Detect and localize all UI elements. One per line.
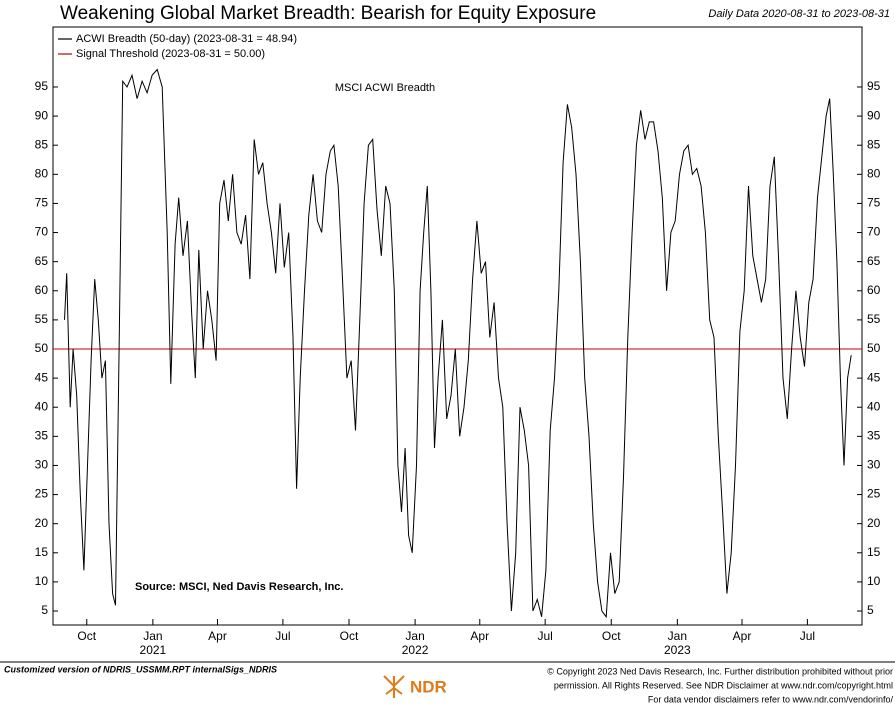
footer-right: For data vendor disclaimers refer to www… <box>648 694 894 704</box>
legend-label: Signal Threshold (2023-08-31 = 50.00) <box>76 48 265 60</box>
data-line <box>64 68 852 619</box>
x-tick-label: Oct <box>77 629 96 643</box>
y-tick-label: 80 <box>35 166 49 180</box>
y-tick-label: 65 <box>867 254 881 268</box>
y-tick-label: 45 <box>867 370 881 384</box>
y-tick-label: 40 <box>35 399 49 413</box>
y-tick-label: 85 <box>867 137 881 151</box>
x-tick-label: Oct <box>602 629 621 643</box>
chart-title: Weakening Global Market Breadth: Bearish… <box>60 3 596 24</box>
y-tick-label: 40 <box>867 399 881 413</box>
y-tick-label: 10 <box>867 574 881 588</box>
y-tick-label: 70 <box>35 225 49 239</box>
y-tick-label: 15 <box>35 545 49 559</box>
x-tick-label: Apr <box>733 629 752 643</box>
x-tick-label: Jan <box>668 629 687 643</box>
footer-right: © Copyright 2023 Ned Davis Research, Inc… <box>547 666 893 676</box>
footer-left: Customized version of NDRIS_USSMM.RPT in… <box>4 664 277 674</box>
y-tick-label: 70 <box>867 225 881 239</box>
chart-subtitle: Daily Data 2020-08-31 to 2023-08-31 <box>708 8 890 20</box>
y-tick-label: 10 <box>35 574 49 588</box>
y-tick-label: 95 <box>867 79 881 93</box>
legend-label: ACWI Breadth (50-day) (2023-08-31 = 48.9… <box>76 33 297 45</box>
y-tick-label: 80 <box>867 166 881 180</box>
y-tick-label: 60 <box>867 283 881 297</box>
y-tick-label: 50 <box>35 341 49 355</box>
y-tick-label: 55 <box>35 312 49 326</box>
x-tick-label: Jan <box>143 629 162 643</box>
y-tick-label: 30 <box>35 458 49 472</box>
x-tick-label: Apr <box>470 629 489 643</box>
y-tick-label: 75 <box>867 196 881 210</box>
annotation: MSCI ACWI Breadth <box>335 82 435 94</box>
y-tick-label: 25 <box>867 487 881 501</box>
y-tick-label: 90 <box>35 108 49 122</box>
y-tick-label: 95 <box>35 79 49 93</box>
y-tick-label: 85 <box>35 137 49 151</box>
x-year-label: 2021 <box>140 643 167 657</box>
y-tick-label: 20 <box>35 516 49 530</box>
y-tick-label: 55 <box>867 312 881 326</box>
x-tick-label: Jul <box>800 629 815 643</box>
x-year-label: 2023 <box>664 643 691 657</box>
y-tick-label: 20 <box>867 516 881 530</box>
y-tick-label: 60 <box>35 283 49 297</box>
x-tick-label: Jul <box>275 629 290 643</box>
plot-frame <box>52 26 863 626</box>
y-tick-label: 5 <box>41 603 48 617</box>
x-tick-label: Apr <box>208 629 227 643</box>
y-tick-label: 30 <box>867 458 881 472</box>
x-year-label: 2022 <box>402 643 429 657</box>
y-tick-label: 50 <box>867 341 881 355</box>
y-tick-label: 65 <box>35 254 49 268</box>
y-tick-label: 75 <box>35 196 49 210</box>
y-tick-label: 25 <box>35 487 49 501</box>
source: Source: MSCI, Ned Davis Research, Inc. <box>135 581 343 593</box>
logo-icon <box>383 675 405 698</box>
y-tick-label: 5 <box>867 603 874 617</box>
y-tick-label: 15 <box>867 545 881 559</box>
y-tick-label: 90 <box>867 108 881 122</box>
y-tick-label: 35 <box>867 429 881 443</box>
y-tick-label: 45 <box>35 370 49 384</box>
x-tick-label: Jul <box>537 629 552 643</box>
x-tick-label: Oct <box>340 629 359 643</box>
logo-text: NDR <box>410 677 447 696</box>
y-tick-label: 35 <box>35 429 49 443</box>
footer-right: permission. All Rights Reserved. See NDR… <box>554 680 893 690</box>
x-tick-label: Jan <box>405 629 424 643</box>
